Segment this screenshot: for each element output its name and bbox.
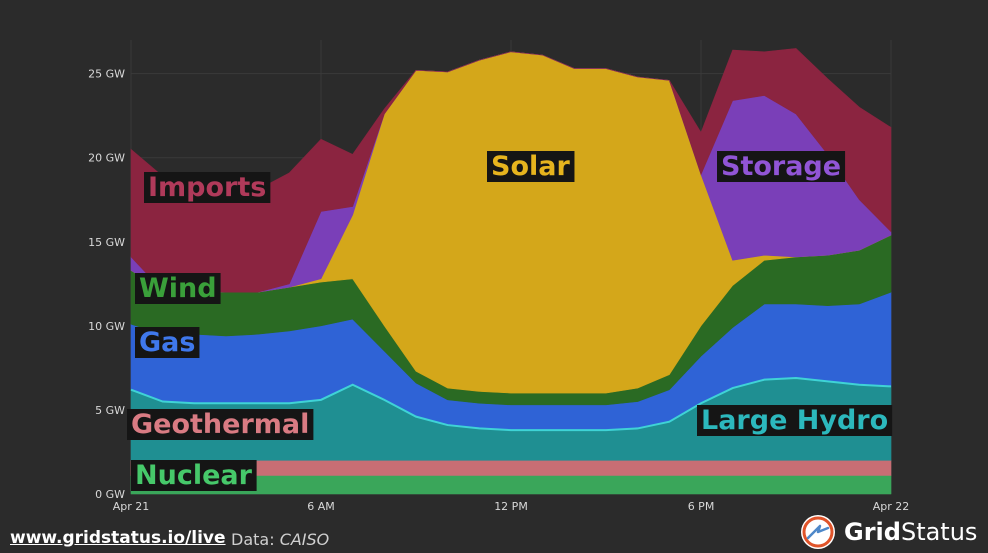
x-tick-label: 6 AM [307,500,335,513]
label-large-hydro: Large Hydro [697,405,893,436]
x-tick-label: 6 PM [688,500,715,513]
label-bg [127,409,314,440]
stacked-area-chart: 0 GW 5 GW 10 GW 15 GW 20 GW 25 GW Apr 21 6 AM 12… [88,40,909,513]
label-bg [487,151,575,182]
y-tick-label: 15 GW [88,236,125,249]
gridstatus-logo-icon [801,515,835,549]
label-gas: Gas [135,327,200,358]
label-bg [135,327,200,358]
label-bg [135,273,221,304]
data-source: Data: CAISO [231,530,329,549]
label-text: Geothermal [131,409,309,440]
gridstatus-wordmark: GridStatus [844,518,977,546]
label-imports: Imports [144,172,271,203]
gridstatus-brand: GridStatus [800,514,977,550]
data-source-name: CAISO [279,530,330,549]
gridstatus-live-link[interactable]: www.gridstatus.io/live [10,528,226,548]
label-text: Large Hydro [701,405,888,436]
label-text: Nuclear [135,460,253,491]
area-series [130,48,892,495]
y-tick-label: 0 GW [95,488,125,501]
x-tick-label: Apr 22 [873,500,910,513]
label-solar: Solar [487,151,575,182]
label-text: Imports [148,172,266,203]
data-source-label: Data: [231,530,275,549]
label-storage: Storage [717,151,846,182]
label-text: Solar [491,151,570,182]
label-geothermal: Geothermal [127,409,314,440]
brand-name-bold: Grid [844,518,901,546]
label-bg [144,172,271,203]
brand-name-regular: Status [900,518,978,546]
label-text: Wind [139,273,217,304]
x-tick-label: Apr 21 [113,500,150,513]
x-tick-label: 12 PM [494,500,528,513]
label-bg [697,405,893,436]
large-hydro-line [130,376,892,432]
label-bg [131,460,257,491]
label-text: Gas [139,327,195,358]
series-labels: Nuclear Geothermal Large Hydro Gas Wind Solar… [127,151,893,491]
label-text: Storage [721,151,841,182]
axis-ticks: 0 GW 5 GW 10 GW 15 GW 20 GW 25 GW Apr 21 6 AM 12… [88,68,909,513]
y-tick-label: 5 GW [95,404,125,417]
y-tick-label: 20 GW [88,152,125,165]
label-nuclear: Nuclear [131,460,257,491]
label-wind: Wind [135,273,221,304]
y-tick-label: 10 GW [88,320,125,333]
y-tick-label: 25 GW [88,68,125,81]
label-bg [717,151,846,182]
area-imports [130,48,892,293]
